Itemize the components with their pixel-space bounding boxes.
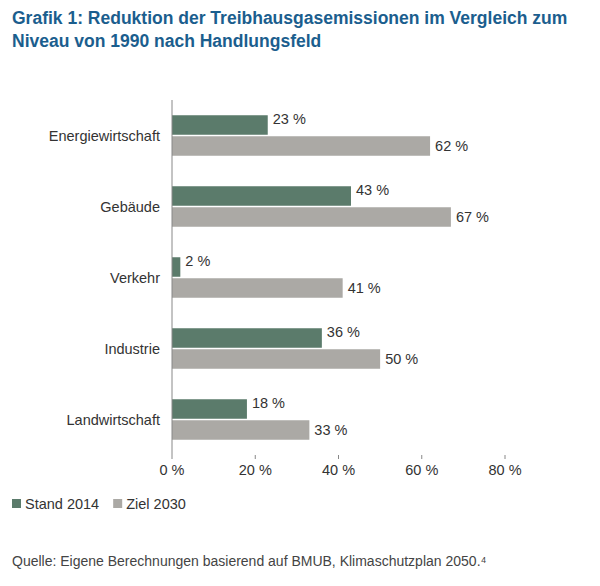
- data-label: 18 %: [252, 395, 285, 411]
- category-label: Energiewirtschaft: [49, 128, 160, 144]
- data-label: 41 %: [348, 280, 381, 296]
- tick-mark: [338, 455, 339, 459]
- category-axis: [172, 100, 173, 455]
- tick-mark: [255, 455, 256, 459]
- chart: Grafik 1: Reduktion der Treibhausgasemis…: [0, 0, 600, 586]
- category-label: Landwirtschaft: [67, 412, 161, 428]
- bar: [172, 399, 247, 419]
- data-label: 36 %: [327, 324, 360, 340]
- tick-mark: [421, 455, 422, 459]
- legend-swatch: [113, 499, 122, 508]
- data-label: 2 %: [185, 253, 210, 269]
- data-label: 62 %: [435, 138, 468, 154]
- data-labels: 23 % 62 % 43 % 67 % 2 % 41 % 36 % 50 % 18 % 33 %: [185, 111, 489, 438]
- bar: [172, 115, 268, 135]
- bar: [172, 328, 322, 348]
- category-label: Gebäude: [100, 199, 160, 215]
- data-label: 23 %: [273, 111, 306, 127]
- bars: [172, 115, 451, 440]
- bar: [172, 207, 451, 227]
- tick-label: 40 %: [322, 462, 355, 478]
- category-label: Verkehr: [110, 270, 160, 286]
- data-label: 67 %: [456, 209, 489, 225]
- bar: [172, 349, 380, 369]
- source: Quelle: Eigene Berechnungen basierend au…: [12, 553, 487, 569]
- data-label: 50 %: [385, 351, 418, 367]
- data-label: 43 %: [356, 182, 389, 198]
- bar: [172, 278, 343, 298]
- tick-label: 0 %: [160, 462, 185, 478]
- tick-mark: [172, 455, 173, 459]
- tick-label: 60 %: [405, 462, 438, 478]
- bar: [172, 420, 309, 440]
- legend-swatch: [12, 499, 21, 508]
- legend-label: Ziel 2030: [126, 496, 186, 512]
- bar: [172, 257, 180, 277]
- title: Grafik 1: Reduktion der Treibhausgasemis…: [12, 8, 567, 51]
- category-label: Industrie: [104, 341, 160, 357]
- bar: [172, 136, 430, 156]
- tick-mark: [505, 455, 506, 459]
- tick-label: 80 %: [488, 462, 521, 478]
- data-label: 33 %: [314, 422, 347, 438]
- bar: [172, 186, 351, 206]
- tick-label: 20 %: [239, 462, 272, 478]
- legend-label: Stand 2014: [25, 496, 99, 512]
